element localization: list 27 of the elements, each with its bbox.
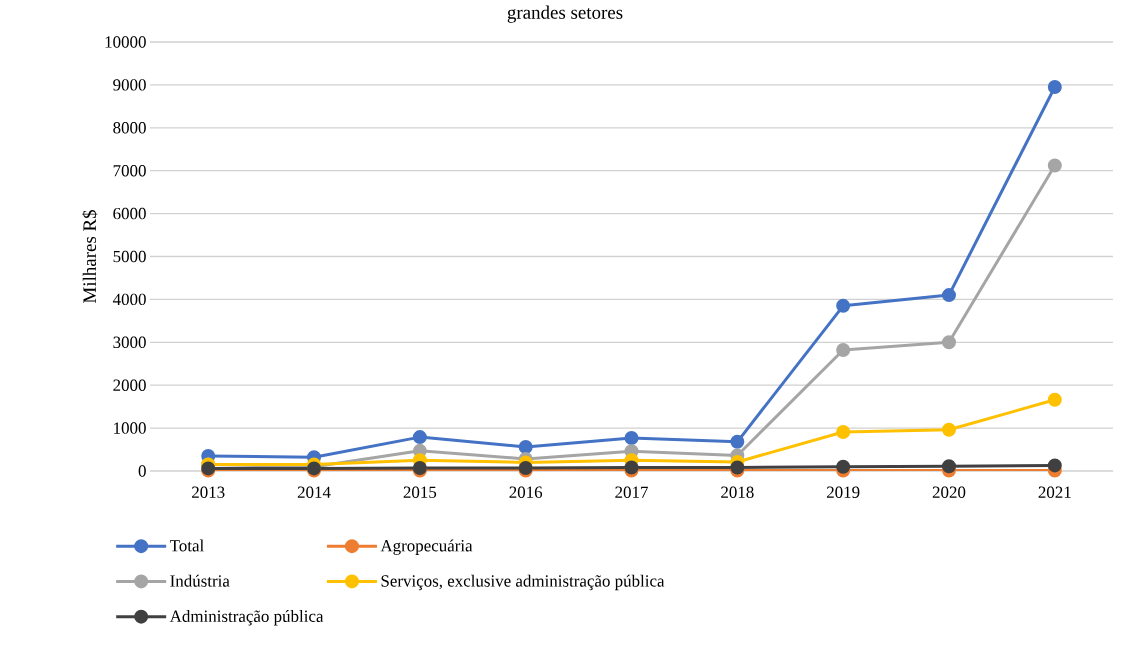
x-tick-label: 2019 — [826, 486, 860, 498]
y-tick-label: 10000 — [105, 36, 146, 48]
legend-label: Indústria — [170, 574, 230, 587]
x-tick-label: 2015 — [403, 486, 437, 498]
y-tick-label: 0 — [138, 465, 146, 477]
legend-label: Agropecuária — [380, 539, 473, 555]
y-tick-label: 9000 — [113, 79, 146, 91]
x-tick-label: 2013 — [192, 486, 225, 498]
y-tick-label: 7000 — [113, 164, 146, 177]
chart-title: grandes setores — [507, 5, 623, 23]
y-tick-label: 3000 — [113, 336, 146, 349]
y-tick-label: 8000 — [113, 122, 146, 134]
legend-label: Administração pública — [169, 610, 324, 626]
x-tick-label: 2021 — [1038, 486, 1071, 498]
x-tick-label: 2020 — [932, 486, 966, 498]
x-tick-label: 2014 — [297, 486, 331, 498]
y-tick-label: 1000 — [114, 422, 146, 434]
legend-label: Serviços, exclusive administração pública — [381, 574, 665, 591]
y-tick-label: 5000 — [113, 250, 146, 263]
legend-label: Total — [169, 539, 204, 552]
y-tick-label: 2000 — [113, 379, 146, 391]
y-axis-title: Milhares R$ — [82, 210, 98, 303]
x-tick-label: 2017 — [615, 486, 648, 498]
x-tick-label: 2016 — [509, 486, 543, 498]
x-tick-label: 2018 — [721, 486, 754, 498]
y-tick-label: 6000 — [113, 207, 146, 220]
y-tick-label: 4000 — [112, 293, 146, 306]
